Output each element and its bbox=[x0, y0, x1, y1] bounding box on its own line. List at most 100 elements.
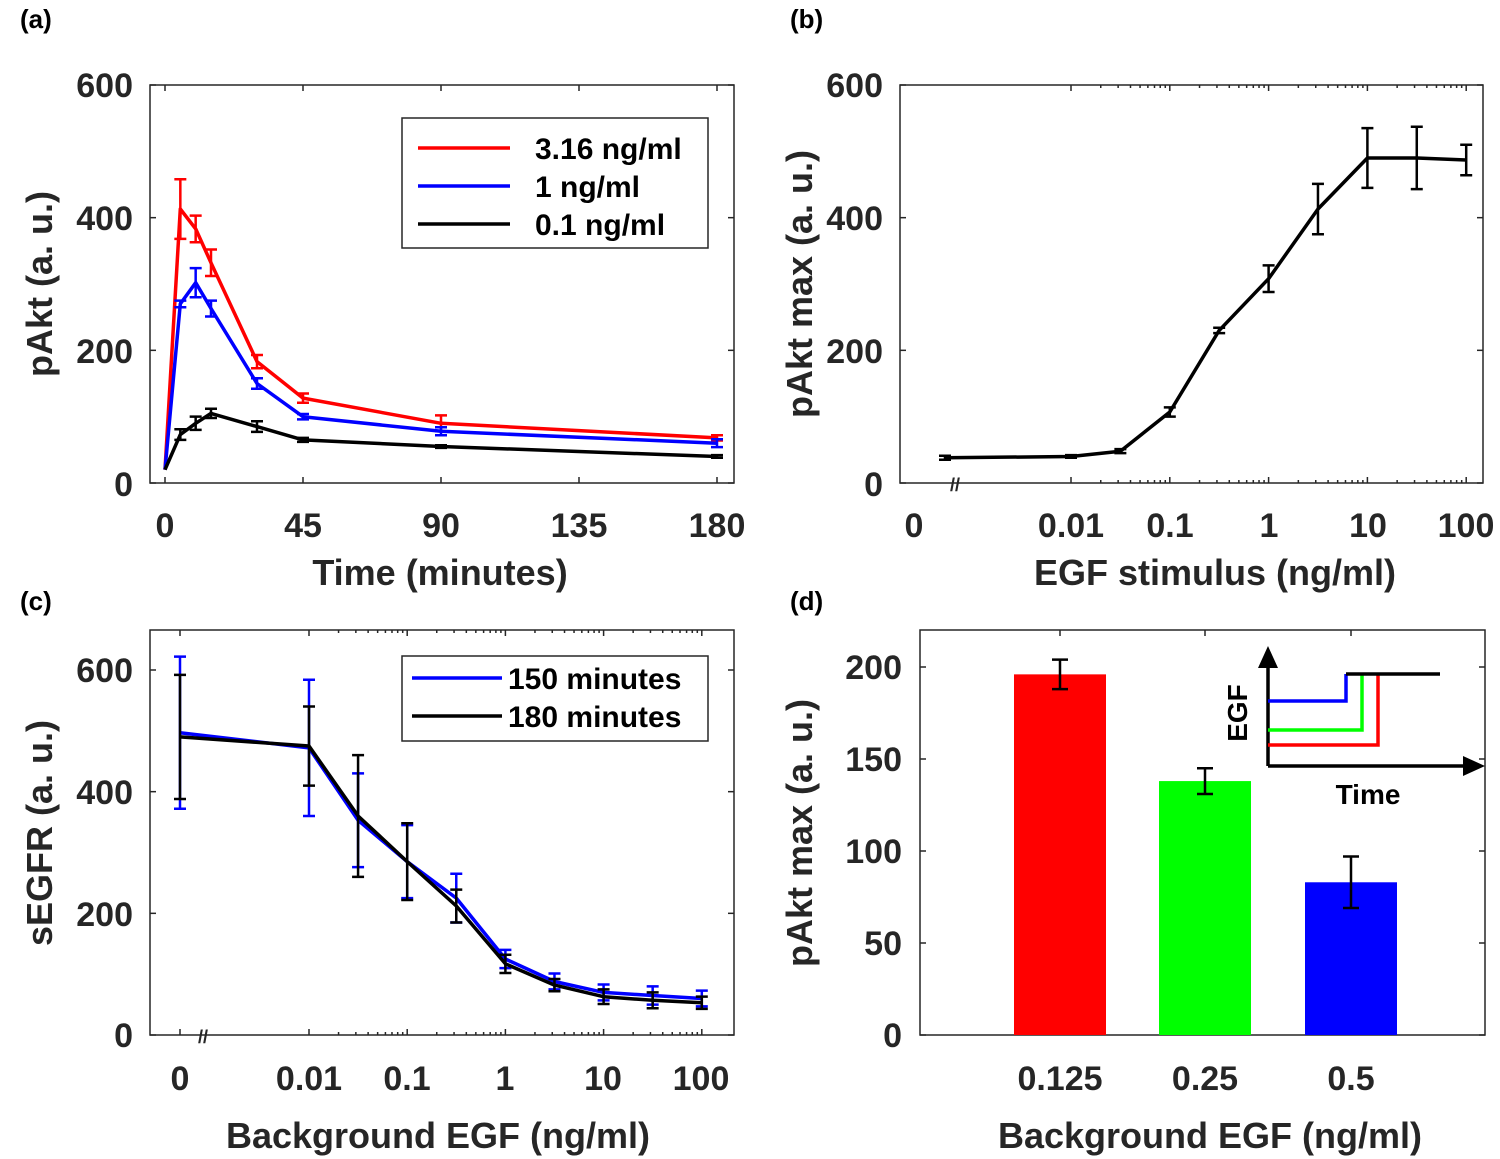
panel-b-xtick-label: 0.01 bbox=[1038, 507, 1104, 545]
error-bar bbox=[251, 353, 263, 370]
inset-x-arrow-icon bbox=[1463, 756, 1485, 776]
panel-d-ytick-label: 150 bbox=[845, 741, 902, 779]
series-line-1 bbox=[163, 280, 718, 470]
panel-c-axes-box bbox=[149, 629, 735, 1036]
panel-a-xtick-label: 0 bbox=[156, 507, 175, 545]
panel-d-bars bbox=[1014, 658, 1397, 1035]
panel-d-ytick-label: 50 bbox=[864, 925, 902, 963]
error-bar bbox=[174, 299, 187, 309]
panel-c-ytick-label: 400 bbox=[76, 774, 133, 812]
panel-a: (a) 0 200 400 600 0 45 90 135 180 Time (… bbox=[19, 4, 745, 593]
inset-ylabel: EGF bbox=[1222, 684, 1253, 742]
error-bar bbox=[1460, 143, 1473, 177]
panel-d-xlabel: Background EGF (ng/ml) bbox=[998, 1115, 1422, 1156]
error-bar bbox=[205, 248, 217, 278]
error-bar bbox=[174, 428, 187, 442]
panel-c-series bbox=[174, 655, 708, 1011]
panel-a-legend-box bbox=[401, 117, 709, 249]
panel-b-ytick-label: 400 bbox=[826, 200, 883, 238]
panel-d-label: (d) bbox=[790, 586, 823, 616]
axis-break-mark: // bbox=[950, 475, 960, 495]
inset-step-red bbox=[1268, 674, 1380, 747]
panel-b: (b) // 0 200 400 600 0 0.01 0.1 1 10 100… bbox=[779, 4, 1494, 593]
panel-a-xlabel: Time (minutes) bbox=[312, 552, 567, 593]
panel-b-xtick-label: 10 bbox=[1349, 507, 1387, 545]
panel-d-category-label: 0.5 bbox=[1327, 1060, 1374, 1098]
panel-b-xtick-label: 0 bbox=[905, 507, 924, 545]
panel-b-ytick-label: 0 bbox=[864, 466, 883, 504]
panel-c-ytick-label: 200 bbox=[76, 896, 133, 934]
error-bar bbox=[297, 436, 309, 444]
legend-entry: 150 minutes bbox=[508, 663, 681, 696]
panel-c-ticks bbox=[150, 630, 734, 1036]
error-bar bbox=[303, 705, 315, 787]
panel-a-ytick-label: 400 bbox=[76, 200, 133, 238]
panel-b-axes-box bbox=[899, 84, 1484, 484]
panel-b-ticks bbox=[900, 84, 1483, 484]
error-bar bbox=[189, 415, 202, 432]
error-bar bbox=[1114, 447, 1127, 455]
error-bar bbox=[297, 392, 309, 404]
error-bar bbox=[646, 991, 659, 1010]
error-bar bbox=[1410, 125, 1423, 191]
series-line-0 bbox=[179, 730, 702, 1001]
panel-a-xtick-label: 90 bbox=[422, 507, 460, 545]
panel-d: (d) 0 50 100 150 200 0.125 0.25 0.5 Back… bbox=[779, 586, 1486, 1156]
panel-b-xlabel: EGF stimulus (ng/ml) bbox=[1034, 552, 1396, 593]
bar-0.125 bbox=[1014, 674, 1106, 1035]
panel-d-ytick-label: 100 bbox=[845, 833, 902, 871]
error-bar bbox=[205, 407, 217, 420]
panel-b-ytick-label: 200 bbox=[826, 333, 883, 371]
panel-b-xtick-label: 0.1 bbox=[1146, 507, 1193, 545]
panel-d-category-label: 0.25 bbox=[1172, 1060, 1238, 1098]
error-bar bbox=[174, 673, 186, 801]
error-bar bbox=[1213, 326, 1226, 335]
inset-step-green bbox=[1268, 674, 1364, 732]
axis-break-mark: // bbox=[198, 1027, 208, 1047]
error-bar bbox=[711, 453, 723, 460]
legend-entry: 1 ng/ml bbox=[535, 171, 640, 204]
panel-a-axes-box bbox=[149, 84, 735, 484]
panel-a-ytick-label: 0 bbox=[114, 466, 133, 504]
panel-c-label: (c) bbox=[20, 586, 52, 616]
panel-b-series bbox=[939, 125, 1473, 462]
panel-d-inset: EGF Time bbox=[1222, 646, 1485, 810]
bar-0.25 bbox=[1159, 781, 1251, 1035]
panel-d-category-label: 0.125 bbox=[1017, 1060, 1102, 1098]
error-bar bbox=[1262, 264, 1275, 294]
panel-c-xlabel: Background EGF (ng/ml) bbox=[226, 1115, 650, 1156]
panel-c-legend-box bbox=[401, 655, 709, 742]
panel-b-label: (b) bbox=[790, 4, 823, 34]
error-bar bbox=[597, 988, 610, 1006]
panel-a-ytick-label: 600 bbox=[76, 67, 133, 105]
error-bar bbox=[711, 437, 723, 449]
error-bar bbox=[499, 953, 512, 975]
panel-c-xtick-label: 1 bbox=[496, 1060, 515, 1098]
error-bar bbox=[205, 299, 217, 318]
error-bar bbox=[251, 376, 263, 391]
panel-c: (c) // 0 200 400 600 0 0.01 0.1 1 10 100… bbox=[19, 586, 735, 1156]
error-bar bbox=[189, 214, 202, 244]
panel-a-xtick-label: 135 bbox=[551, 507, 608, 545]
panel-a-series bbox=[163, 177, 723, 471]
error-bar bbox=[1065, 453, 1077, 460]
legend-entry: 3.16 ng/ml bbox=[535, 133, 682, 166]
error-bar bbox=[401, 822, 414, 902]
error-bar bbox=[1052, 658, 1068, 691]
panel-b-xtick-label: 1 bbox=[1260, 507, 1279, 545]
legend-entry: 180 minutes bbox=[508, 701, 681, 734]
error-bar bbox=[1343, 855, 1359, 910]
panel-a-xtick-label: 45 bbox=[284, 507, 322, 545]
error-bar bbox=[695, 995, 708, 1011]
series-line-0 bbox=[163, 207, 718, 470]
panel-c-ytick-label: 600 bbox=[76, 652, 133, 690]
inset-xlabel: Time bbox=[1336, 779, 1401, 810]
error-bar bbox=[1311, 182, 1324, 236]
panel-b-xtick-label: 100 bbox=[1438, 507, 1495, 545]
panel-c-ytick-label: 0 bbox=[114, 1017, 133, 1055]
panel-c-xtick-label: 0.1 bbox=[383, 1060, 430, 1098]
panel-a-label: (a) bbox=[20, 4, 52, 34]
error-bar bbox=[174, 177, 187, 241]
panel-c-xtick-label: 100 bbox=[673, 1060, 730, 1098]
